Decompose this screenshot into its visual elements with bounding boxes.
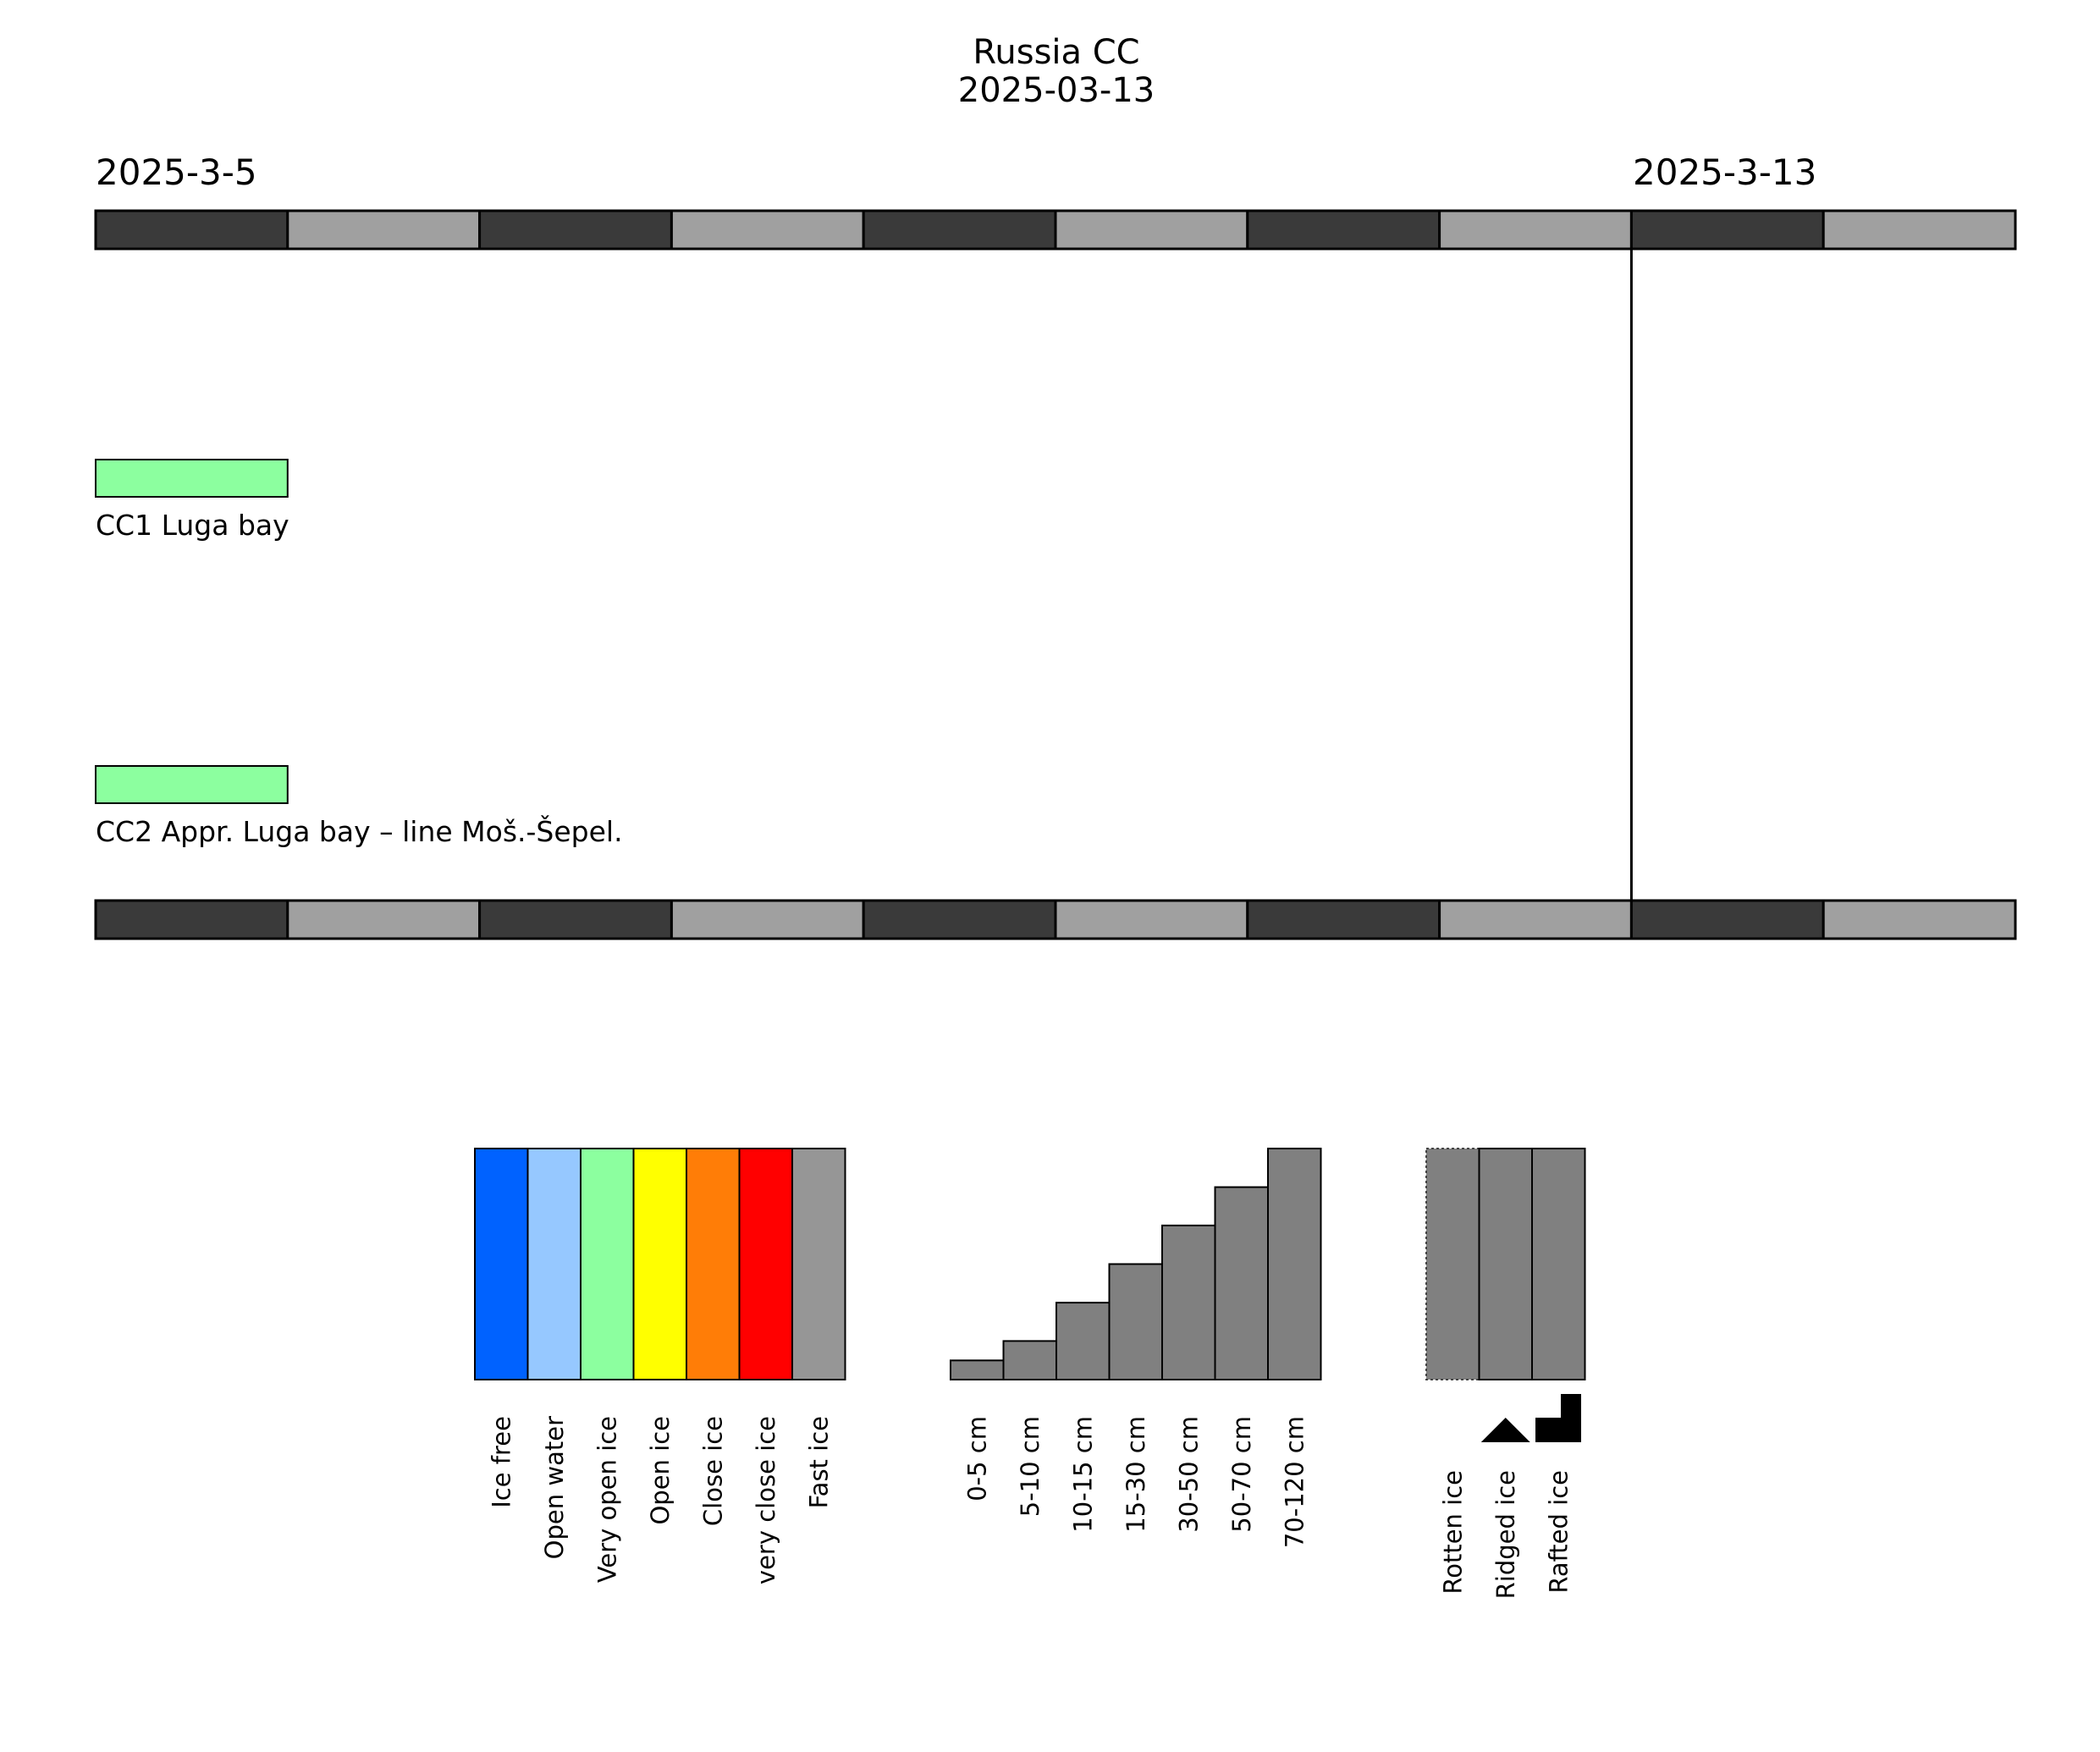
day-band-cell: [670, 899, 865, 940]
legend-label: Open ice: [646, 1416, 675, 1525]
day-band-cell: [286, 899, 482, 940]
thickness-bar: [1002, 1340, 1057, 1381]
row-segment-bar: [95, 459, 289, 498]
marker-date-label: 2025-3-13: [1633, 152, 1816, 193]
day-band-cell: [1246, 899, 1441, 940]
day-band-cell: [478, 899, 673, 940]
thickness-legend: 0-5 cm 5-10 cm 10-15 cm 15-30 cm 30-50 cm 50-…: [950, 1148, 1322, 1548]
day-band-cell: [1438, 209, 1633, 251]
legend-label: Open water: [540, 1416, 569, 1559]
row-label: CC2 Appr. Luga bay – line Moš.-Šepel.: [96, 814, 623, 848]
feature-swatch: [1531, 1148, 1586, 1380]
concentration-swatch: [580, 1148, 635, 1380]
legend-label: 70-120 cm: [1280, 1416, 1309, 1548]
legend-label: 10-15 cm: [1068, 1416, 1097, 1533]
day-band-cell: [1438, 899, 1633, 940]
concentration-swatch: [632, 1148, 687, 1380]
legend-label: Very open ice: [593, 1416, 621, 1583]
legend-label: 5-10 cm: [1016, 1416, 1044, 1517]
day-band-cell: [670, 209, 865, 251]
legend-label: Ridged ice: [1491, 1470, 1520, 1599]
legend-label: Close ice: [698, 1416, 727, 1526]
day-band-cell: [1822, 899, 2017, 940]
concentration-swatch: [474, 1148, 529, 1380]
row-label: CC1 Luga bay: [96, 509, 289, 542]
thickness-bar: [1214, 1186, 1269, 1380]
thickness-bar: [1267, 1148, 1322, 1380]
thickness-bar: [1108, 1263, 1163, 1380]
region-rows: CC1 Luga bay CC2 Appr. Luga bay – line Mo…: [95, 459, 623, 848]
legend-label: 30-50 cm: [1174, 1416, 1203, 1533]
day-band-cell: [1822, 209, 2017, 251]
feature-swatch: [1425, 1148, 1480, 1380]
thickness-bar: [1056, 1302, 1111, 1380]
chart-title-line2: 2025-03-13: [958, 71, 1155, 110]
day-band-cell: [1629, 209, 1825, 251]
feature-legend: Rotten ice Ridged ice Rafted ice: [1425, 1148, 1586, 1599]
day-band-cell: [1629, 899, 1825, 940]
row-segment-bar: [95, 765, 289, 804]
legend-label: Rotten ice: [1438, 1470, 1467, 1595]
chart-title-line1: Russia CC: [973, 33, 1139, 72]
legend-label: Rafted ice: [1544, 1470, 1573, 1594]
concentration-swatch: [738, 1148, 793, 1380]
legend-label: 0-5 cm: [962, 1416, 991, 1501]
day-band-cell: [94, 899, 289, 940]
legend-label: 15-30 cm: [1122, 1416, 1150, 1533]
day-band-cell: [862, 209, 1057, 251]
start-date-label: 2025-3-5: [96, 152, 257, 193]
feature-swatch: [1478, 1148, 1533, 1380]
rafted-step-icon: [1535, 1394, 1581, 1442]
thickness-bar: [1161, 1224, 1216, 1381]
day-band-cell: [862, 899, 1057, 940]
concentration-swatch: [686, 1148, 741, 1380]
ridge-triangle-icon: [1480, 1418, 1530, 1442]
legend-label: very close ice: [752, 1416, 780, 1584]
day-band-cell: [286, 209, 482, 251]
day-band-cell: [1054, 209, 1249, 251]
concentration-legend: Ice free Open water Very open ice Open ice C…: [474, 1148, 846, 1584]
day-band-cell: [1054, 899, 1249, 940]
top-day-band: [94, 209, 2017, 251]
concentration-swatch: [791, 1148, 846, 1380]
legend-label: Fast ice: [804, 1416, 833, 1508]
legend-label: Ice free: [487, 1416, 515, 1508]
bottom-day-band: [94, 899, 2017, 940]
concentration-swatch: [526, 1148, 581, 1380]
day-band-cell: [94, 209, 289, 251]
legend-label: 50-70 cm: [1227, 1416, 1256, 1533]
day-band-cell: [478, 209, 673, 251]
day-band-cell: [1246, 209, 1441, 251]
thickness-bar: [950, 1359, 1005, 1380]
